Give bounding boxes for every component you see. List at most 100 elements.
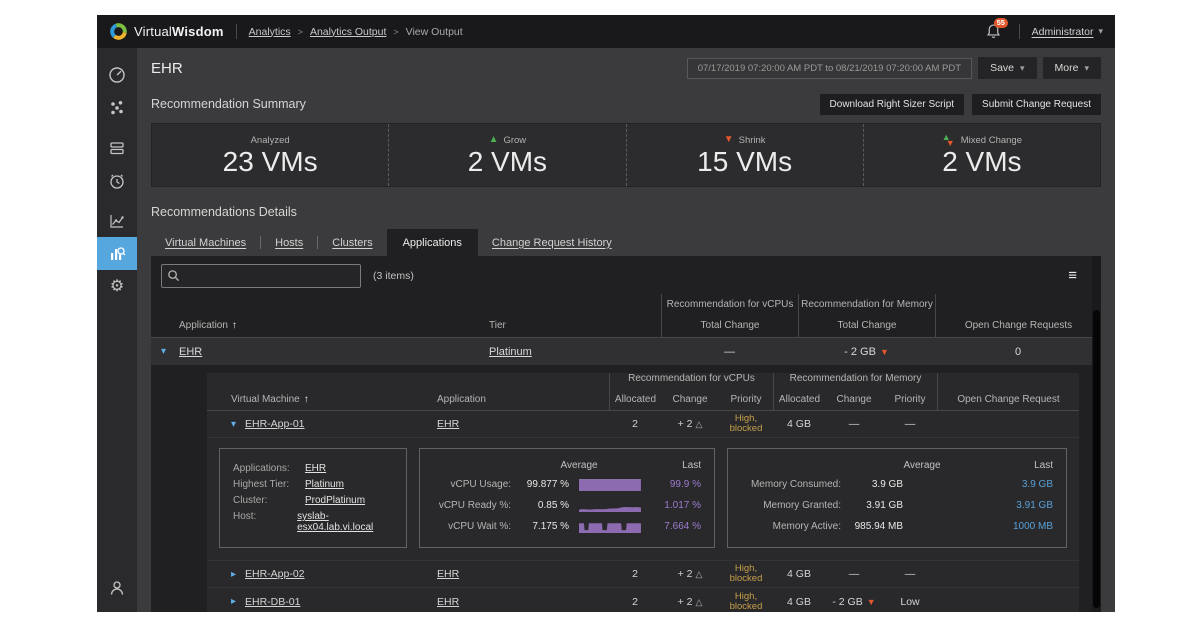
sidebar-item-topology[interactable] — [97, 91, 137, 124]
collapse-caret-icon[interactable]: ▾ — [161, 346, 171, 357]
shrink-triangle-icon: ▼ — [880, 347, 889, 357]
column-header-virtual-machine[interactable]: Virtual Machine↑ — [207, 394, 437, 405]
sidebar-item-settings[interactable]: ⚙ — [97, 270, 137, 303]
user-menu-label: Administrator — [1032, 26, 1094, 38]
info-label: Host: — [233, 511, 297, 533]
column-header-tier[interactable]: Tier — [489, 294, 661, 337]
page-title: EHR — [151, 60, 183, 77]
shrink-triangle-icon: ▼ — [867, 597, 876, 607]
user-menu[interactable]: Administrator ▾ — [1032, 26, 1103, 38]
expand-caret-icon[interactable]: ▸ — [231, 569, 241, 580]
trend-chart-icon — [108, 212, 126, 230]
memory-active-bar — [913, 520, 993, 533]
metric-label: Memory Active: — [741, 521, 841, 532]
vm-link[interactable]: EHR-DB-01 — [245, 596, 300, 608]
table-menu-icon[interactable]: ≡ — [1068, 270, 1077, 282]
tab-applications[interactable]: Applications — [387, 229, 478, 256]
info-applications-link[interactable]: EHR — [305, 463, 326, 474]
sidebar-item-alarms[interactable] — [97, 164, 137, 197]
search-icon — [167, 269, 180, 282]
save-button[interactable]: Save▾ — [978, 57, 1036, 79]
collapse-caret-icon[interactable]: ▾ — [231, 419, 241, 430]
application-link[interactable]: EHR — [437, 596, 459, 608]
column-header-memory-allocated[interactable]: Allocated — [773, 389, 825, 410]
vm-row-ehr-app-01: ▾EHR-App-01 EHR 2 + 2△ High, blocked 4 G… — [207, 411, 1079, 438]
metric-label: vCPU Wait %: — [433, 521, 511, 532]
vcpu-change-value: + 2△ — [661, 568, 719, 580]
vcpu-allocated-value: 2 — [609, 418, 661, 430]
group-header-memory: Recommendation for Memory — [773, 373, 937, 389]
notifications-button[interactable]: 55 — [985, 22, 1007, 42]
vm-link[interactable]: EHR-App-02 — [245, 568, 305, 580]
top-navbar: VirtualWisdom Analytics > Analytics Outp… — [97, 15, 1115, 48]
brand[interactable]: VirtualWisdom — [109, 22, 224, 41]
summary-card-value: 2 VMs — [942, 147, 1021, 177]
column-header-memory-change[interactable]: Change — [825, 394, 883, 405]
last-header: Last — [651, 460, 701, 471]
column-header-vcpu-priority[interactable]: Priority — [719, 394, 773, 405]
column-header-open-change-request[interactable]: Open Change Request — [937, 389, 1079, 410]
virtual-machines-subtable: Recommendation for vCPUs Recommendation … — [207, 373, 1079, 612]
application-row-ehr: ▾ EHR Platinum — - 2 GB▼ 0 — [151, 338, 1101, 365]
column-header-memory-priority[interactable]: Priority — [883, 394, 937, 405]
summary-card-value: 15 VMs — [697, 147, 792, 177]
vcpu-change-value: + 2△ — [661, 418, 719, 430]
column-header-memory-total-change[interactable]: Total Change — [801, 320, 933, 331]
application-link[interactable]: EHR — [179, 346, 202, 358]
outer-table-header: Application↑ Tier Recommendation for vCP… — [151, 294, 1101, 338]
vcpu-total-change-value: — — [661, 346, 798, 358]
sidebar-item-analytics[interactable] — [97, 237, 137, 270]
tier-link[interactable]: Platinum — [489, 346, 532, 358]
summary-header-row: Recommendation Summary Download Right Si… — [151, 88, 1101, 120]
info-label: Cluster: — [233, 495, 305, 506]
tab-change-request-history[interactable]: Change Request History — [478, 229, 626, 256]
change-up-triangle-icon: △ — [695, 569, 702, 579]
brand-name: VirtualWisdom — [134, 24, 224, 39]
vcpu-change-value: + 2△ — [661, 596, 719, 608]
hosts-icon — [108, 139, 126, 157]
tab-clusters[interactable]: Clusters — [318, 229, 386, 256]
tab-virtual-machines[interactable]: Virtual Machines — [151, 229, 260, 256]
application-link[interactable]: EHR — [437, 568, 459, 580]
change-up-triangle-icon: △ — [695, 597, 702, 607]
summary-card-grow: ▲Grow 2 VMs — [389, 124, 626, 186]
sidebar-item-user[interactable] — [97, 571, 137, 604]
sidebar: ⚙ — [97, 48, 137, 612]
breadcrumb-analytics-output[interactable]: Analytics Output — [310, 26, 386, 38]
column-header-open-change-requests[interactable]: Open Change Requests — [935, 294, 1101, 337]
expand-caret-icon[interactable]: ▸ — [231, 596, 241, 607]
info-host-link[interactable]: syslab-esx04.lab.vi.local — [297, 511, 393, 533]
date-range-selector[interactable]: 07/17/2019 07:20:00 AM PDT to 08/21/2019… — [687, 58, 972, 79]
search-input[interactable] — [161, 264, 361, 288]
metric-average: 3.9 GB — [841, 479, 903, 490]
shrink-triangle-icon: ▼ — [724, 135, 734, 145]
vcpu-allocated-value: 2 — [609, 568, 661, 580]
column-header-application[interactable]: Application — [437, 394, 609, 405]
tab-hosts[interactable]: Hosts — [261, 229, 317, 256]
memory-priority-value: Low — [883, 596, 937, 608]
application-link[interactable]: EHR — [437, 418, 459, 430]
metric-average: 3.91 GB — [841, 500, 903, 511]
column-header-vcpu-total-change[interactable]: Total Change — [664, 320, 796, 331]
sidebar-item-trends[interactable] — [97, 204, 137, 237]
memory-consumed-bar — [913, 478, 993, 491]
analytics-bars-icon — [108, 245, 126, 263]
column-header-application[interactable]: Application↑ — [151, 294, 489, 337]
breadcrumb-analytics[interactable]: Analytics — [249, 26, 291, 38]
metric-last: 3.9 GB — [1003, 479, 1053, 490]
info-cluster-link[interactable]: ProdPlatinum — [305, 495, 365, 506]
scrollbar-thumb[interactable] — [1093, 310, 1100, 608]
info-tier-link[interactable]: Platinum — [305, 479, 344, 490]
column-header-vcpu-change[interactable]: Change — [661, 394, 719, 405]
chevron-down-icon: ▾ — [1084, 63, 1089, 74]
submit-change-request-button[interactable]: Submit Change Request — [972, 94, 1101, 115]
more-button[interactable]: More▾ — [1043, 57, 1101, 79]
vm-link[interactable]: EHR-App-01 — [245, 418, 305, 430]
vcpu-ready-sparkline — [579, 499, 641, 512]
summary-card-shrink: ▼Shrink 15 VMs — [627, 124, 864, 186]
column-header-vcpu-allocated[interactable]: Allocated — [609, 389, 661, 410]
summary-card-label: Grow — [503, 135, 526, 146]
sidebar-item-dashboard[interactable] — [97, 58, 137, 91]
download-right-sizer-script-button[interactable]: Download Right Sizer Script — [820, 94, 965, 115]
sidebar-item-hosts[interactable] — [97, 131, 137, 164]
